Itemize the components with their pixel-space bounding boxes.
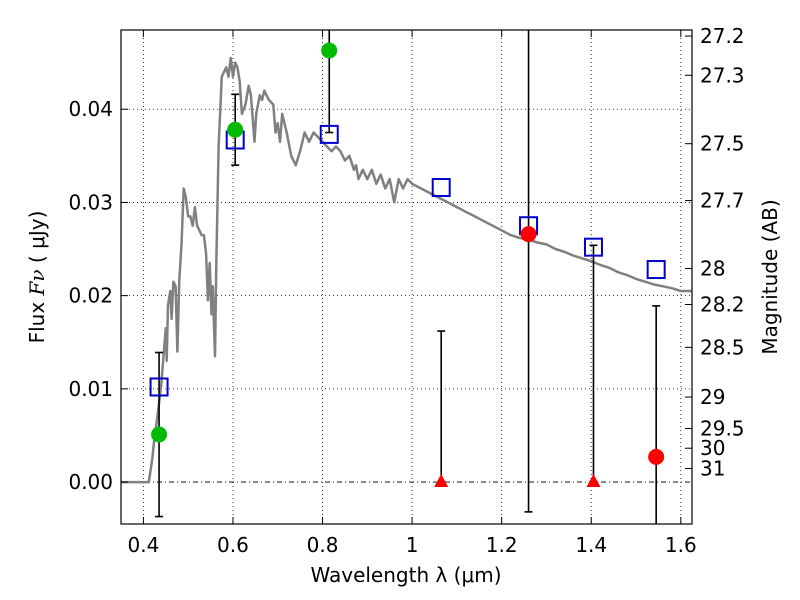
x-axis-label: Wavelength λ (μm) bbox=[310, 563, 501, 587]
detection-point bbox=[321, 42, 338, 59]
model-spectrum-line bbox=[121, 56, 692, 484]
y-axis-label-unit: μJy bbox=[25, 218, 49, 249]
error-bars bbox=[155, 30, 661, 524]
right-tick-label: 27.3 bbox=[700, 63, 745, 87]
detection-point bbox=[151, 426, 168, 443]
x-tick-label: 0.8 bbox=[307, 533, 339, 557]
detection-point bbox=[227, 121, 244, 138]
right-tick-label: 29 bbox=[700, 385, 725, 409]
right-tick-label: 29.5 bbox=[700, 416, 745, 440]
plot-frame bbox=[120, 29, 693, 525]
y-tick-label: 0.04 bbox=[68, 97, 113, 121]
right-tick-label: 31 bbox=[700, 457, 725, 481]
y-tick-label: 0.03 bbox=[68, 190, 113, 214]
model-photometry-square bbox=[149, 377, 169, 397]
right-tick-label: 28 bbox=[700, 257, 725, 281]
model-photometry-square bbox=[431, 178, 451, 198]
y-axis-label-paren-close: ) bbox=[25, 211, 49, 219]
y-tick-label: 0.01 bbox=[68, 377, 113, 401]
right-tick-label: 30 bbox=[700, 436, 725, 460]
model-photometry-square bbox=[646, 260, 666, 280]
y-axis-label-symbol: Fν bbox=[25, 269, 49, 296]
axis-ticks: 0.4 0.6 0.8 1 1.2 1.4 1.6 0.00 0.01 0.02 0.03 0.04 2… bbox=[68, 24, 744, 557]
x-tick-label: 1.4 bbox=[575, 533, 607, 557]
y-axis-label: Flux Fν ( μJy) bbox=[25, 211, 49, 344]
markers bbox=[149, 42, 666, 488]
x-tick-label: 1.2 bbox=[486, 533, 518, 557]
model-photometry-square bbox=[583, 237, 603, 257]
y-axis-label-paren-open: ( bbox=[25, 255, 49, 263]
nondetection-point bbox=[520, 226, 537, 243]
x-tick-label: 1 bbox=[406, 533, 419, 557]
y-axis-label-prefix: Flux bbox=[25, 302, 49, 344]
model-spectrum bbox=[121, 56, 692, 484]
x-tick-label: 0.6 bbox=[217, 533, 249, 557]
right-tick-label: 28.2 bbox=[700, 292, 745, 316]
right-tick-label: 27.5 bbox=[700, 132, 745, 156]
x-tick-label: 0.4 bbox=[127, 533, 159, 557]
right-axis-label: Magnitude (AB) bbox=[758, 199, 782, 354]
x-tick-label: 1.6 bbox=[665, 533, 697, 557]
right-tick-label: 28.5 bbox=[700, 335, 745, 359]
upper-limit-triangle bbox=[434, 474, 449, 488]
right-tick-label: 27.7 bbox=[700, 189, 745, 213]
model-photometry-square bbox=[319, 124, 339, 144]
y-tick-label: 0.00 bbox=[68, 470, 113, 494]
upper-limit-triangle bbox=[586, 474, 601, 488]
nondetection-point bbox=[648, 448, 665, 465]
right-tick-label: 27.2 bbox=[700, 24, 745, 48]
y-tick-label: 0.02 bbox=[68, 284, 113, 308]
